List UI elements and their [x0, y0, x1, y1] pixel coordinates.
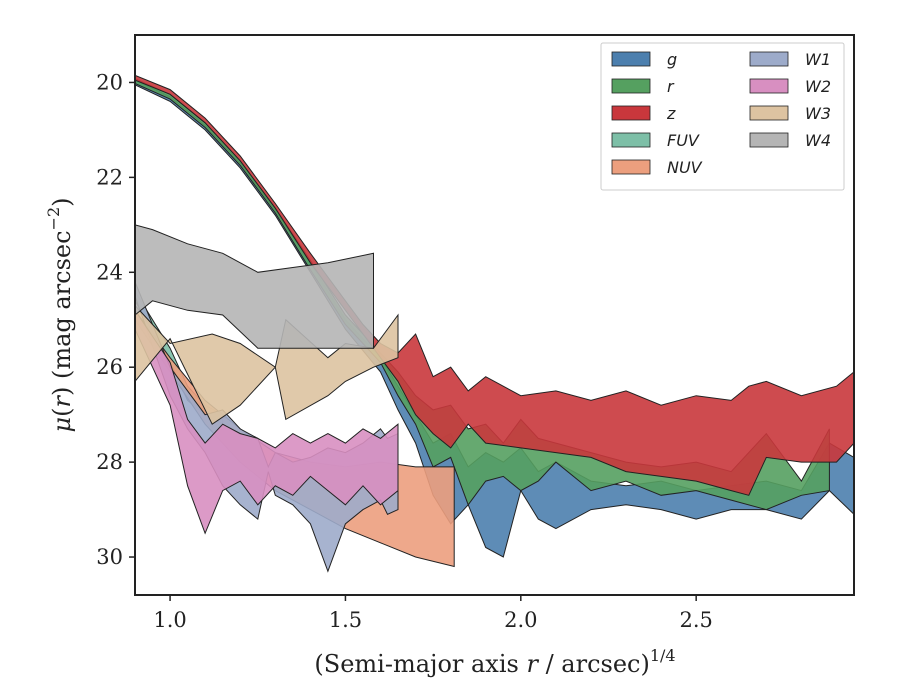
- legend-swatch: [611, 78, 651, 94]
- legend-swatch: [749, 78, 789, 94]
- legend-swatch: [749, 105, 789, 121]
- legend-item-g: g: [611, 50, 677, 69]
- legend-item-w4: W4: [749, 131, 831, 150]
- band-w2: [135, 309, 399, 535]
- legend-label: FUV: [667, 131, 700, 150]
- x-axis-ticks: 1.0 1.5 2.0 2.5: [153, 595, 713, 632]
- legend-label: W4: [805, 131, 831, 150]
- legend-label: g: [667, 50, 677, 69]
- legend-label: z: [666, 104, 676, 123]
- legend-items: grz FUV NUV W1 W2 W3 W4: [611, 50, 831, 177]
- y-axis-ticks: 20 22 24 26 28 30: [96, 70, 135, 569]
- legend-item-w3: W3: [749, 104, 831, 123]
- legend-label: r: [667, 77, 675, 96]
- legend-item-z: z: [611, 104, 676, 123]
- legend-item-r: r: [611, 77, 675, 96]
- x-axis-label: (Semi-major axis r / arcsec)1/4: [314, 646, 675, 678]
- band-w3: [135, 304, 399, 425]
- legend-label: W2: [805, 77, 831, 96]
- y-tick-label: 26: [96, 355, 123, 379]
- y-axis-label: μ(r) (mag arcsec−2): [44, 197, 76, 432]
- x-tick-label: 1.0: [153, 608, 186, 632]
- legend-swatch: [749, 132, 789, 148]
- legend-item-w2: W2: [749, 77, 831, 96]
- legend: grz FUV NUV W1 W2 W3 W4: [600, 42, 845, 191]
- legend-label: NUV: [667, 158, 703, 177]
- x-tick-label: 2.5: [679, 608, 712, 632]
- legend-swatch: [611, 105, 651, 121]
- y-tick-label: 28: [96, 450, 123, 474]
- y-tick-label: 22: [96, 165, 123, 189]
- legend-item-fuv: FUV: [611, 131, 700, 150]
- band-areas: [135, 74, 854, 573]
- legend-swatch: [749, 51, 789, 67]
- legend-label: W3: [805, 104, 831, 123]
- legend-swatch: [611, 51, 651, 67]
- legend-item-nuv: NUV: [611, 158, 703, 177]
- legend-swatch: [611, 132, 651, 148]
- band-w1: [135, 281, 399, 573]
- y-tick-label: 30: [96, 545, 123, 569]
- legend-item-w1: W1: [749, 50, 831, 69]
- x-tick-label: 2.0: [504, 608, 537, 632]
- y-tick-label: 20: [96, 70, 123, 94]
- legend-swatch: [611, 159, 651, 175]
- x-tick-label: 1.5: [329, 608, 362, 632]
- legend-label: W1: [805, 50, 831, 69]
- y-tick-label: 24: [96, 260, 123, 284]
- plot-frame: [134, 34, 855, 596]
- band-w4: [135, 224, 374, 349]
